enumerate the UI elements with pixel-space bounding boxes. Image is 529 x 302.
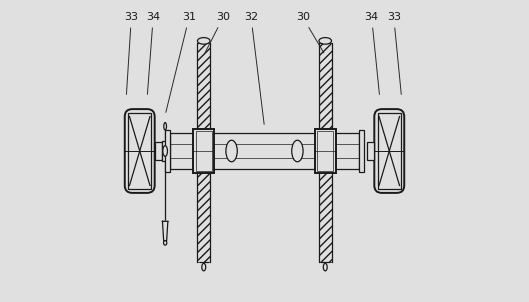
- Ellipse shape: [164, 123, 167, 130]
- Text: 30: 30: [205, 12, 230, 53]
- Ellipse shape: [163, 241, 167, 245]
- Bar: [170, 133, 359, 169]
- Text: 31: 31: [166, 12, 196, 112]
- Ellipse shape: [197, 37, 210, 44]
- Ellipse shape: [226, 140, 238, 162]
- Bar: [317, 131, 333, 171]
- Ellipse shape: [291, 140, 303, 162]
- Bar: [197, 43, 210, 262]
- FancyBboxPatch shape: [375, 109, 404, 193]
- Text: 33: 33: [387, 12, 402, 95]
- Bar: [315, 129, 336, 173]
- Ellipse shape: [323, 263, 327, 271]
- Bar: [154, 142, 162, 160]
- Bar: [196, 131, 212, 171]
- Bar: [129, 113, 151, 189]
- Text: 34: 34: [364, 12, 379, 95]
- Bar: [367, 142, 375, 160]
- Text: 30: 30: [296, 12, 324, 53]
- Bar: [193, 129, 214, 173]
- Ellipse shape: [163, 146, 168, 156]
- Bar: [319, 43, 332, 262]
- Bar: [165, 130, 170, 172]
- Bar: [378, 113, 400, 189]
- Ellipse shape: [319, 37, 332, 44]
- FancyBboxPatch shape: [125, 109, 154, 193]
- Text: 32: 32: [244, 12, 264, 124]
- Bar: [162, 141, 168, 161]
- Text: 33: 33: [124, 12, 139, 94]
- Polygon shape: [162, 221, 168, 241]
- Text: 34: 34: [146, 12, 160, 94]
- Ellipse shape: [202, 263, 206, 271]
- Bar: [359, 130, 364, 172]
